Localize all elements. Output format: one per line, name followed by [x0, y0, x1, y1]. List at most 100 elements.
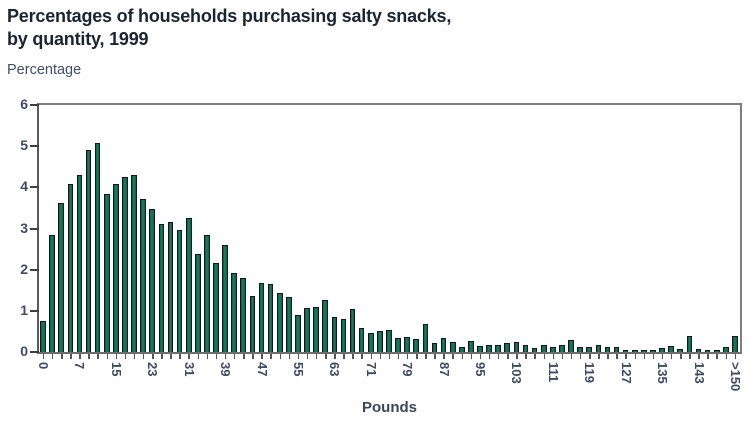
x-tick [543, 354, 546, 359]
bar [613, 346, 620, 352]
y-tick [30, 351, 39, 353]
x-tick [579, 354, 582, 359]
x-tick-label: 111 [545, 362, 561, 383]
y-tick [30, 268, 39, 271]
bar [49, 234, 55, 352]
x-tick-label: 47 [254, 362, 270, 377]
x-tick [88, 354, 90, 359]
bar [349, 309, 356, 352]
bar [513, 341, 520, 352]
y-tick-label: 6 [20, 96, 28, 112]
x-tick [270, 354, 272, 359]
bar [677, 349, 684, 352]
chart-title: Percentages of households purchasing sal… [7, 5, 451, 51]
bar [531, 347, 538, 352]
y-tick [30, 104, 39, 106]
bar [540, 345, 547, 352]
bar [622, 350, 629, 352]
x-tick [598, 354, 600, 359]
bar [431, 342, 438, 352]
x-axis-title: Pounds [362, 399, 417, 416]
x-tick [42, 354, 45, 359]
x-tick [361, 354, 363, 359]
x-tick [370, 354, 373, 359]
x-tick [689, 354, 691, 359]
x-tick [243, 354, 245, 359]
x-tick [561, 354, 564, 359]
x-tick [525, 354, 527, 359]
x-tick-label: 103 [509, 362, 525, 384]
x-tick-label: 55 [290, 362, 306, 377]
x-tick [224, 354, 227, 359]
x-tick [279, 354, 281, 359]
bar [586, 347, 593, 352]
bar [58, 202, 65, 352]
x-tick [188, 354, 190, 359]
bar [458, 347, 465, 352]
y-tick-label: 4 [20, 178, 28, 195]
x-tick [552, 354, 555, 359]
bar [67, 184, 74, 352]
x-tick-label: 95 [473, 362, 489, 377]
x-tick [352, 354, 354, 359]
x-tick [70, 354, 72, 359]
x-tick [197, 354, 200, 359]
bar [204, 234, 210, 352]
bar-chart: Pounds 0 1 2 3 4 5 6 0 7 15 23 31 39 47 55 63 71 79 87 95 10… [20, 96, 743, 416]
bar [313, 307, 319, 352]
x-tick-label: 0 [36, 362, 52, 370]
chart-title-line1: Percentages of households purchasing sal… [7, 6, 452, 26]
bar [522, 344, 529, 352]
bar [167, 222, 174, 352]
plot-area [37, 103, 742, 354]
bar [440, 338, 447, 352]
y-axis-title: Percentage [7, 62, 82, 78]
bar [231, 272, 238, 352]
bar [631, 349, 638, 352]
x-tick-label: 31 [181, 362, 197, 377]
x-tick [488, 354, 491, 359]
x-tick [142, 354, 145, 359]
x-tick [425, 354, 427, 359]
bar [140, 198, 146, 352]
x-tick [124, 354, 127, 359]
bar [468, 341, 474, 352]
bar [340, 319, 347, 352]
bar [185, 217, 192, 352]
x-tick-label: 7 [72, 362, 88, 370]
bar [85, 150, 92, 352]
x-tick [661, 354, 664, 359]
x-tick-label: 143 [691, 362, 707, 384]
x-tick [334, 354, 336, 359]
x-tick [379, 354, 382, 359]
x-tick [707, 354, 709, 359]
bar [486, 345, 492, 352]
x-tick-label: >150 [727, 362, 743, 392]
bar [286, 297, 292, 352]
x-tick-label: 15 [108, 362, 124, 377]
x-tick [288, 354, 291, 359]
x-tick-label: 135 [655, 362, 671, 384]
bar [249, 295, 256, 352]
bar [668, 345, 674, 352]
bar [568, 340, 574, 352]
x-tick-label: 63 [327, 362, 343, 377]
bar [650, 349, 656, 352]
x-tick [206, 354, 209, 359]
x-tick [725, 354, 728, 359]
x-tick [698, 354, 700, 359]
y-tick [30, 309, 39, 312]
x-tick [179, 354, 181, 359]
x-tick [170, 354, 172, 359]
x-tick [51, 354, 54, 359]
x-tick [570, 354, 573, 359]
y-tick-label: 5 [20, 137, 28, 154]
bar [377, 330, 383, 352]
bar [604, 347, 611, 352]
bar [404, 336, 410, 352]
y-tick [30, 145, 39, 148]
x-tick-label: 23 [145, 362, 161, 377]
x-tick [734, 354, 737, 359]
bar [695, 349, 702, 352]
